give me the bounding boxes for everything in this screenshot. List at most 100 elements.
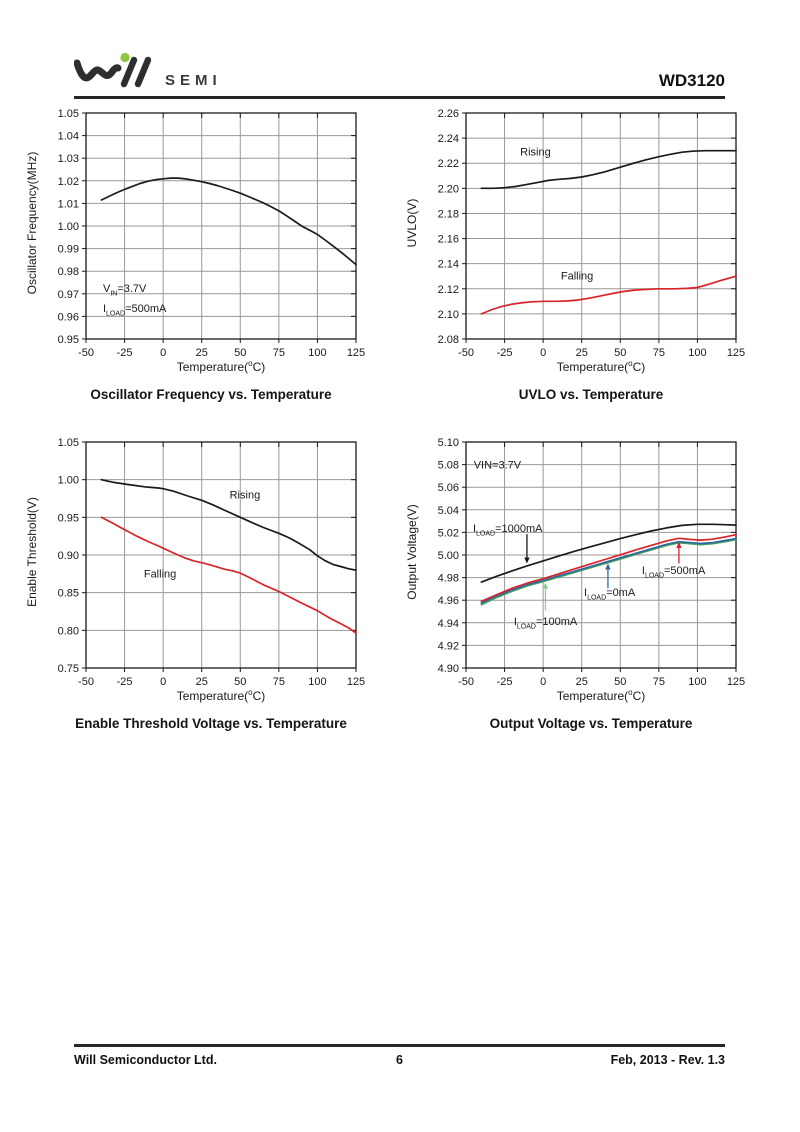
svg-text:-50: -50: [458, 347, 474, 359]
chart-title: Oscillator Frequency vs. Temperature: [90, 387, 332, 402]
plot-enable-threshold: -50 -25 0 25 50 75 100 125 0.75 0.80 0.85 0.90 0.95 1…: [58, 437, 366, 688]
svg-text:1.01: 1.01: [58, 198, 79, 210]
svg-text:25: 25: [196, 347, 208, 359]
svg-text:50: 50: [614, 347, 626, 359]
svg-text:25: 25: [576, 347, 588, 359]
svg-text:0.95: 0.95: [58, 512, 79, 524]
svg-text:5.00: 5.00: [438, 550, 459, 562]
svg-text:5.08: 5.08: [438, 460, 459, 472]
svg-text:75: 75: [273, 347, 285, 359]
svg-text:0: 0: [540, 676, 546, 688]
svg-text:50: 50: [614, 676, 626, 688]
svg-text:2.08: 2.08: [438, 334, 459, 346]
svg-text:1.03: 1.03: [58, 153, 79, 165]
chart-title: Enable Threshold Voltage vs. Temperature: [75, 716, 347, 731]
svg-text:0: 0: [160, 347, 166, 359]
page-header: SEMI WD3120: [74, 50, 725, 99]
y-axis-label: Enable Threshold(V): [25, 497, 39, 608]
svg-text:5.04: 5.04: [438, 505, 459, 517]
chart-title: UVLO vs. Temperature: [518, 387, 664, 402]
svg-text:25: 25: [196, 676, 208, 688]
svg-text:75: 75: [273, 676, 285, 688]
svg-text:100: 100: [688, 676, 706, 688]
chart-enable-threshold: Enable Threshold(V) -50 -25 0 25 50 75 100 125 0…: [22, 432, 372, 731]
logo-semi-text: SEMI: [165, 72, 222, 89]
part-number: WD3120: [658, 71, 725, 90]
y-axis-label: UVLO(V): [405, 198, 419, 248]
svg-text:0: 0: [160, 676, 166, 688]
svg-text:-25: -25: [497, 347, 513, 359]
svg-text:50: 50: [234, 676, 246, 688]
svg-text:0: 0: [540, 347, 546, 359]
svg-text:125: 125: [347, 676, 365, 688]
svg-text:125: 125: [727, 347, 745, 359]
svg-text:-50: -50: [78, 347, 94, 359]
footer-company: Will Semiconductor Ltd.: [74, 1053, 217, 1067]
charts-grid: Oscillator Frequency(MHz) -50 -25 0 25 50 75 1…: [22, 103, 752, 731]
svg-text:1.00: 1.00: [58, 475, 79, 487]
svg-text:25: 25: [576, 676, 588, 688]
will-semi-logo: SEMI: [74, 52, 222, 92]
svg-text:0.80: 0.80: [58, 625, 79, 637]
svg-text:100: 100: [688, 347, 706, 359]
y-axis-label: Output Voltage(V): [405, 504, 419, 601]
plot-output-voltage: -50 -25 0 25 50 75 100 125 4.90 4.92 4.94 4.96 4.98 5…: [438, 437, 746, 688]
x-axis-label: Temperature(oC): [176, 359, 266, 374]
svg-text:-50: -50: [78, 676, 94, 688]
svg-text:4.92: 4.92: [438, 640, 459, 652]
svg-text:2.24: 2.24: [438, 133, 459, 145]
svg-text:4.96: 4.96: [438, 595, 459, 607]
svg-text:0.98: 0.98: [58, 266, 79, 278]
y-axis-label: Oscillator Frequency(MHz): [25, 151, 39, 295]
svg-text:75: 75: [653, 676, 665, 688]
footer-revision: Feb, 2013 - Rev. 1.3: [610, 1053, 725, 1067]
svg-text:0.97: 0.97: [58, 289, 79, 301]
svg-text:5.10: 5.10: [438, 437, 459, 449]
svg-text:1.00: 1.00: [58, 221, 79, 233]
plot-oscillator-frequency: -50 -25 0 25 50 75 100 125 0.95 0.96 0.97 0.98 0.99 1…: [58, 108, 366, 359]
svg-text:50: 50: [234, 347, 246, 359]
svg-text:2.18: 2.18: [438, 208, 459, 220]
svg-text:125: 125: [727, 676, 745, 688]
svg-text:100: 100: [308, 347, 326, 359]
x-axis-label: Temperature(oC): [556, 359, 646, 374]
svg-text:2.16: 2.16: [438, 234, 459, 246]
svg-text:1.04: 1.04: [58, 131, 79, 143]
svg-text:0.96: 0.96: [58, 311, 79, 323]
svg-text:4.94: 4.94: [438, 618, 459, 630]
chart-title: Output Voltage vs. Temperature: [489, 716, 693, 731]
svg-text:2.26: 2.26: [438, 108, 459, 120]
svg-text:2.12: 2.12: [438, 284, 459, 296]
chart-uvlo: UVLO(V) -50 -25 0 25 50 75 100 125 2.08 2.10 2.12 2…: [402, 103, 752, 402]
logo-green-dot: [120, 52, 130, 63]
svg-text:2.20: 2.20: [438, 183, 459, 195]
svg-text:100: 100: [308, 676, 326, 688]
svg-text:0.99: 0.99: [58, 244, 79, 256]
chart-output-voltage: Output Voltage(V) -50 -25 0 25 50 75 100 125 4.9…: [402, 432, 752, 731]
svg-text:1.05: 1.05: [58, 437, 79, 449]
svg-text:75: 75: [653, 347, 665, 359]
svg-text:4.90: 4.90: [438, 663, 459, 675]
svg-text:2.22: 2.22: [438, 158, 459, 170]
svg-text:125: 125: [347, 347, 365, 359]
footer-page-number: 6: [396, 1053, 403, 1067]
page-footer: Will Semiconductor Ltd. 6 Feb, 2013 - Re…: [74, 1044, 725, 1067]
svg-text:0.85: 0.85: [58, 588, 79, 600]
svg-text:-25: -25: [497, 676, 513, 688]
svg-text:5.02: 5.02: [438, 527, 459, 539]
svg-text:-25: -25: [117, 676, 133, 688]
svg-text:0.90: 0.90: [58, 550, 79, 562]
x-axis-label: Temperature(oC): [176, 688, 266, 703]
will-logo-mark-icon: [74, 52, 156, 92]
svg-text:1.02: 1.02: [58, 176, 79, 188]
plot-uvlo: -50 -25 0 25 50 75 100 125 2.08 2.10 2.12 2.14 2.16 2…: [438, 108, 746, 359]
x-axis-label: Temperature(oC): [556, 688, 646, 703]
svg-text:4.98: 4.98: [438, 573, 459, 585]
header-rule: [74, 96, 725, 99]
svg-text:0.95: 0.95: [58, 334, 79, 346]
svg-text:5.06: 5.06: [438, 482, 459, 494]
svg-text:-25: -25: [117, 347, 133, 359]
chart-oscillator-frequency: Oscillator Frequency(MHz) -50 -25 0 25 50 75 1…: [22, 103, 372, 402]
svg-text:1.05: 1.05: [58, 108, 79, 120]
